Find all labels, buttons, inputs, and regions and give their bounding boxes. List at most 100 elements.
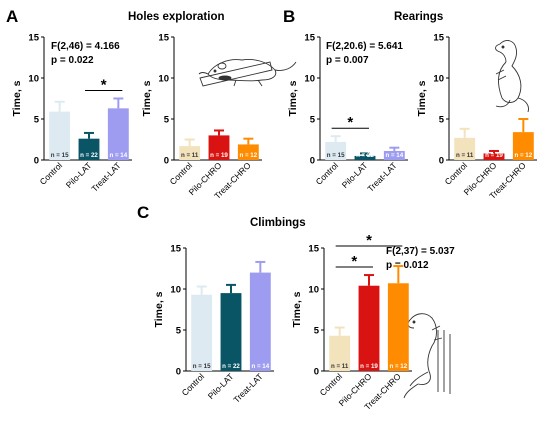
category-label: Pilo-LAT (340, 160, 370, 190)
y-tick-label: 5 (34, 114, 40, 125)
n-label: n = 12 (514, 152, 532, 159)
category-label: Control (180, 371, 207, 398)
n-label: n = 11 (331, 363, 349, 370)
y-tick-label: 10 (158, 73, 169, 84)
n-label: n = 12 (389, 363, 407, 370)
panel-letter-a: A (6, 7, 18, 26)
category-label: Pilo-LAT (206, 371, 236, 401)
y-tick-label: 10 (308, 284, 319, 295)
significance-star: * (101, 77, 107, 94)
bar (78, 138, 100, 160)
rat-rearing-illustration-b (495, 40, 529, 113)
stat-b-line1: F(2,20.6) = 5.641 (326, 41, 403, 52)
bar (387, 283, 409, 371)
n-label: n = 11 (456, 152, 474, 159)
stat-c-line2: p = 0.012 (386, 260, 429, 271)
stat-a: F(2,46) = 4.166 p = 0.022 (51, 41, 120, 66)
bar (49, 111, 71, 160)
y-tick-label: 5 (310, 114, 316, 125)
n-label: n = 22 (222, 363, 240, 370)
significance-star: * (347, 114, 353, 131)
category-label: Pilo-LAT (64, 160, 94, 190)
category-label: Control (38, 160, 65, 187)
bar (325, 141, 347, 160)
y-tick-label: 10 (170, 284, 181, 295)
y-tick-label: 15 (28, 32, 39, 43)
y-tick-label: 5 (164, 114, 170, 125)
panel-letter-c: C (137, 203, 149, 222)
panel-title-b: Rearings (394, 11, 443, 23)
bar (454, 137, 476, 160)
bar (191, 294, 213, 371)
y-tick-label: 15 (433, 32, 444, 43)
rat-climbing-illustration-c (403, 313, 451, 399)
stat-b: F(2,20.6) = 5.641 p = 0.007 (326, 41, 403, 66)
stat-a-line2: p = 0.022 (51, 55, 94, 66)
y-tick-label: 5 (176, 325, 182, 336)
y-axis-label: Time, s (153, 291, 165, 327)
y-axis-label: Time, s (416, 80, 428, 116)
n-label: n = 12 (239, 152, 257, 159)
y-tick-label: 10 (28, 73, 39, 84)
y-axis-label: Time, s (287, 80, 299, 116)
category-label: Control (168, 160, 195, 187)
stat-c-line1: F(2,37) = 5.037 (386, 246, 455, 257)
panel-letter-b: B (283, 7, 295, 26)
y-tick-label: 10 (433, 73, 444, 84)
y-tick-label: 0 (34, 155, 39, 166)
bar (179, 146, 201, 160)
stat-c: F(2,37) = 5.037 p = 0.012 (386, 246, 455, 271)
n-label: n = 15 (193, 363, 211, 370)
stat-a-line1: F(2,46) = 4.166 (51, 41, 120, 52)
category-label: Treat-LAT (89, 160, 122, 193)
rat-sniffing-illustration (198, 59, 297, 87)
bar (220, 293, 242, 371)
category-label: Control (314, 160, 341, 187)
n-label: n = 22 (80, 152, 98, 159)
bar (512, 132, 534, 160)
y-tick-label: 15 (170, 243, 181, 254)
y-tick-label: 10 (304, 73, 315, 84)
bar (354, 155, 376, 160)
panel-title-c: Climbings (250, 217, 306, 229)
bar (107, 108, 129, 160)
y-tick-label: 0 (164, 155, 169, 166)
category-label: Control (443, 160, 470, 187)
n-label: n = 15 (51, 152, 69, 159)
n-label: n = 15 (327, 152, 345, 159)
bar (383, 150, 405, 160)
bar (329, 335, 351, 371)
bar (358, 285, 380, 371)
category-label: Control (318, 371, 345, 398)
y-tick-label: 15 (304, 32, 315, 43)
y-axis-label: Time, s (291, 291, 303, 327)
stat-b-line2: p = 0.007 (326, 55, 369, 66)
y-tick-label: 15 (158, 32, 169, 43)
y-tick-label: 15 (308, 243, 319, 254)
y-axis-label: Time, s (141, 80, 153, 116)
panel-title-a: Holes exploration (128, 11, 225, 23)
y-tick-label: 5 (439, 114, 445, 125)
y-tick-label: 0 (176, 366, 181, 377)
y-axis-label: Time, s (11, 80, 23, 116)
y-tick-label: 5 (314, 325, 320, 336)
bar (208, 135, 230, 160)
n-label: n = 19 (360, 363, 378, 370)
bar (237, 144, 259, 160)
n-label: n = 22 (356, 152, 374, 159)
bar (483, 153, 505, 160)
category-label: Treat-LAT (365, 160, 398, 193)
n-label: n = 14 (109, 152, 127, 159)
y-tick-label: 0 (439, 155, 444, 166)
n-label: n = 19 (485, 152, 503, 159)
bar (249, 272, 271, 371)
y-tick-label: 0 (310, 155, 315, 166)
significance-star: * (366, 232, 372, 249)
n-label: n = 11 (181, 152, 199, 159)
category-label: Treat-LAT (231, 371, 264, 404)
y-tick-label: 0 (314, 366, 319, 377)
